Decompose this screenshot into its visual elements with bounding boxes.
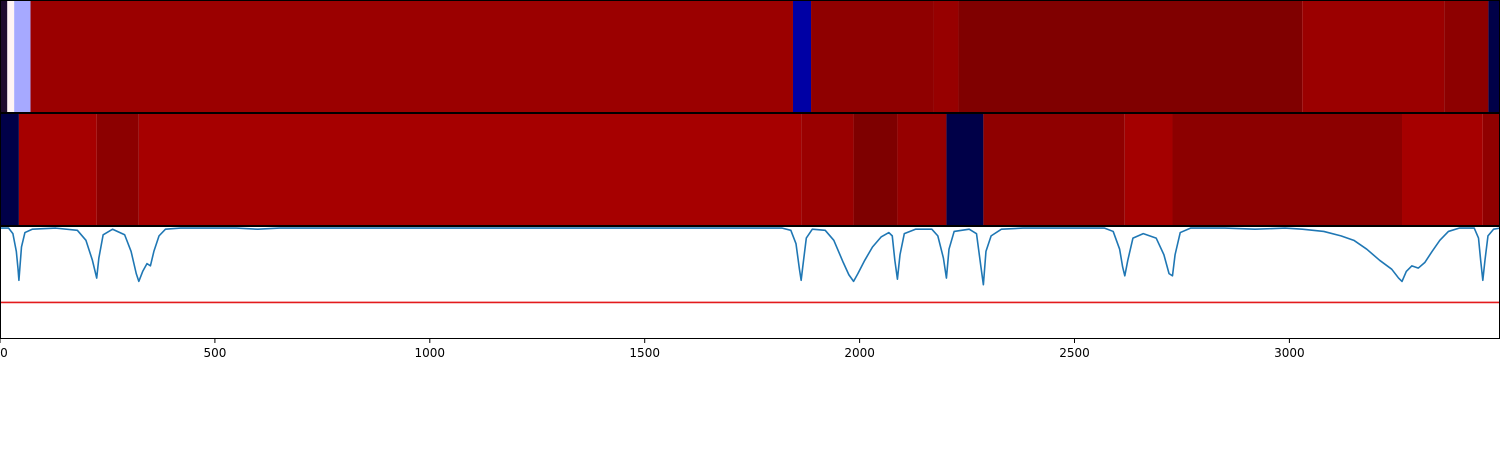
line-panel-frame	[0, 226, 1500, 339]
middle-strip-segment-12	[1482, 114, 1500, 225]
top-strip-segment-4	[792, 1, 812, 112]
top-strip-segment-3	[30, 1, 793, 112]
x-tick-label-4: 2000	[844, 346, 875, 360]
x-tick-label-2: 1000	[415, 346, 446, 360]
middle-strip-segment-3	[138, 114, 802, 225]
middle-strip-segment-10	[1172, 114, 1403, 225]
middle-strip-segment-8	[983, 114, 1125, 225]
top-strip-segment-5	[811, 1, 934, 112]
top-strip-segment-9	[1444, 1, 1489, 112]
top-strip-segment-1	[7, 1, 15, 112]
middle-strip-segment-9	[1124, 114, 1173, 225]
top-strip-segment-0	[0, 1, 8, 112]
middle-strip-segment-7	[946, 114, 984, 225]
top-strip-segment-8	[1302, 1, 1445, 112]
signal-line	[0, 227, 1500, 286]
middle-strip-segment-11	[1402, 114, 1483, 225]
middle-strip-segment-5	[853, 114, 898, 225]
x-tick-label-5: 2500	[1059, 346, 1090, 360]
middle-heatmap-strip	[0, 114, 1500, 225]
signal-line-panel	[0, 227, 1500, 304]
top-strip-segment-7	[958, 1, 1303, 112]
middle-strip-segment-4	[801, 114, 854, 225]
top-strip-segment-10	[1488, 1, 1500, 112]
x-tick-label-1: 500	[203, 346, 226, 360]
middle-strip-segment-6	[897, 114, 947, 225]
middle-strip-segment-0	[0, 114, 19, 225]
middle-strip-segment-1	[18, 114, 97, 225]
middle-strip-segment-2	[96, 114, 139, 225]
x-tick-label-6: 3000	[1274, 346, 1305, 360]
x-axis: 0 500 1000 1500 2000 2500 3000	[0, 339, 1305, 360]
top-strip-segment-6	[933, 1, 959, 112]
top-strip-segment-2	[14, 1, 31, 112]
top-heatmap-strip	[0, 1, 1500, 112]
x-tick-label-0: 0	[0, 346, 8, 360]
x-tick-label-3: 1500	[629, 346, 660, 360]
